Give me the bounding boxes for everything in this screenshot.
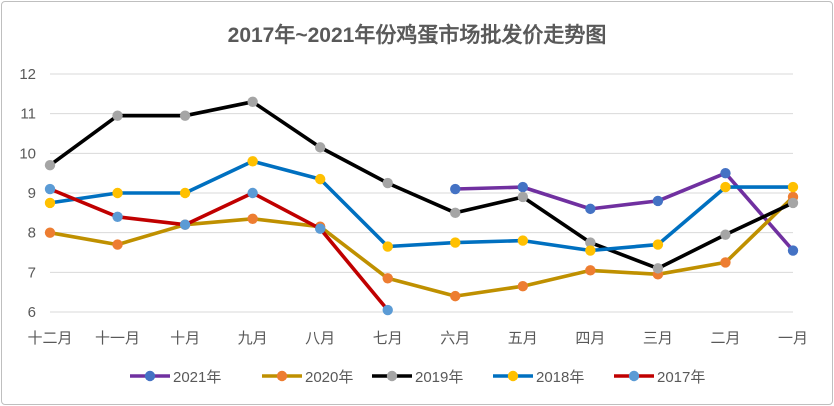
data-point (585, 245, 596, 256)
data-point (314, 142, 326, 153)
data-point (720, 257, 731, 268)
data-point (787, 197, 799, 209)
data-point (44, 197, 56, 209)
x-tick-label: 六月 (440, 330, 470, 347)
series-line (453, 171, 795, 253)
legend-label: 2017年 (657, 369, 705, 386)
data-point (585, 237, 596, 248)
legend-label: 2021年 (173, 369, 221, 386)
series-line (48, 187, 390, 312)
data-point (112, 187, 123, 199)
x-axis-labels: 十二月 十一月 十月 九月 八月 七月 六月 五月 四月 三月 二月 一月 (27, 330, 808, 347)
data-point (314, 223, 326, 234)
x-tick-label: 八月 (305, 330, 335, 347)
x-tick-label: 七月 (373, 330, 403, 347)
data-point (382, 177, 393, 189)
y-axis-labels: 6 7 8 9 10 11 12 (19, 66, 36, 321)
legend-item: 2020年 (262, 369, 353, 386)
y-tick-label: 12 (19, 66, 36, 83)
x-tick-label: 九月 (238, 330, 268, 347)
data-point (382, 273, 393, 284)
data-point (450, 237, 461, 248)
x-tick-label: 五月 (508, 330, 538, 347)
y-tick-label: 6 (28, 304, 36, 321)
data-point (247, 213, 258, 224)
legend-item: 2019年 (372, 369, 463, 386)
data-point (517, 281, 529, 292)
data-point (450, 183, 461, 195)
data-point (787, 181, 799, 193)
x-tick-label: 十二月 (27, 330, 72, 347)
data-point (179, 187, 191, 199)
data-point (179, 110, 191, 121)
series-4 (44, 183, 393, 316)
data-point (382, 241, 393, 252)
series-line (48, 100, 795, 271)
data-point (585, 265, 596, 276)
data-point (44, 183, 56, 195)
legend-label: 2019年 (415, 369, 463, 386)
data-point (720, 167, 731, 179)
data-point (247, 156, 258, 167)
data-point (179, 219, 191, 230)
y-tick-label: 11 (20, 106, 36, 123)
legend-item: 2021年 (130, 369, 221, 386)
y-tick-label: 9 (28, 185, 36, 202)
y-tick-label: 10 (19, 145, 36, 162)
series-2 (44, 96, 799, 274)
data-point (314, 173, 326, 185)
legend-item: 2017年 (614, 369, 705, 386)
data-point (382, 304, 393, 316)
series-line (48, 195, 795, 298)
data-point (112, 211, 123, 222)
x-tick-label: 三月 (643, 330, 673, 347)
legend-marker (507, 370, 519, 382)
x-tick-label: 十月 (170, 330, 200, 347)
data-point (720, 181, 731, 193)
data-point (44, 160, 56, 171)
data-point (652, 195, 664, 207)
data-point (450, 207, 461, 219)
series-group (44, 96, 799, 316)
legend-label: 2018年 (536, 369, 584, 386)
data-point (787, 245, 799, 256)
data-point (585, 203, 596, 215)
x-tick-label: 四月 (575, 330, 605, 347)
series-3 (44, 156, 799, 256)
data-point (517, 181, 529, 193)
data-point (247, 96, 258, 107)
y-tick-label: 7 (28, 264, 36, 281)
data-point (720, 229, 731, 240)
x-tick-label: 一月 (778, 330, 808, 347)
data-point (450, 290, 461, 302)
legend: 2021年 2020年 2019年 2018年 2017年 (130, 369, 705, 386)
chart-title: 2017年~2021年份鸡蛋市场批发价走势图 (228, 23, 607, 47)
y-tick-label: 8 (28, 225, 36, 242)
data-point (652, 263, 664, 274)
legend-label: 2020年 (305, 369, 353, 386)
legend-item: 2018年 (493, 369, 584, 386)
data-point (112, 110, 123, 121)
data-point (247, 187, 258, 199)
series-line (48, 159, 795, 253)
data-point (517, 191, 529, 203)
x-tick-label: 十一月 (95, 330, 140, 347)
legend-marker (144, 370, 156, 382)
x-tick-label: 二月 (710, 330, 740, 347)
legend-marker (276, 370, 288, 382)
data-point (652, 239, 664, 250)
data-point (44, 227, 56, 238)
legend-marker (628, 370, 640, 382)
legend-marker (386, 370, 398, 382)
series-1 (44, 191, 799, 302)
data-point (112, 239, 123, 250)
data-point (517, 235, 529, 246)
